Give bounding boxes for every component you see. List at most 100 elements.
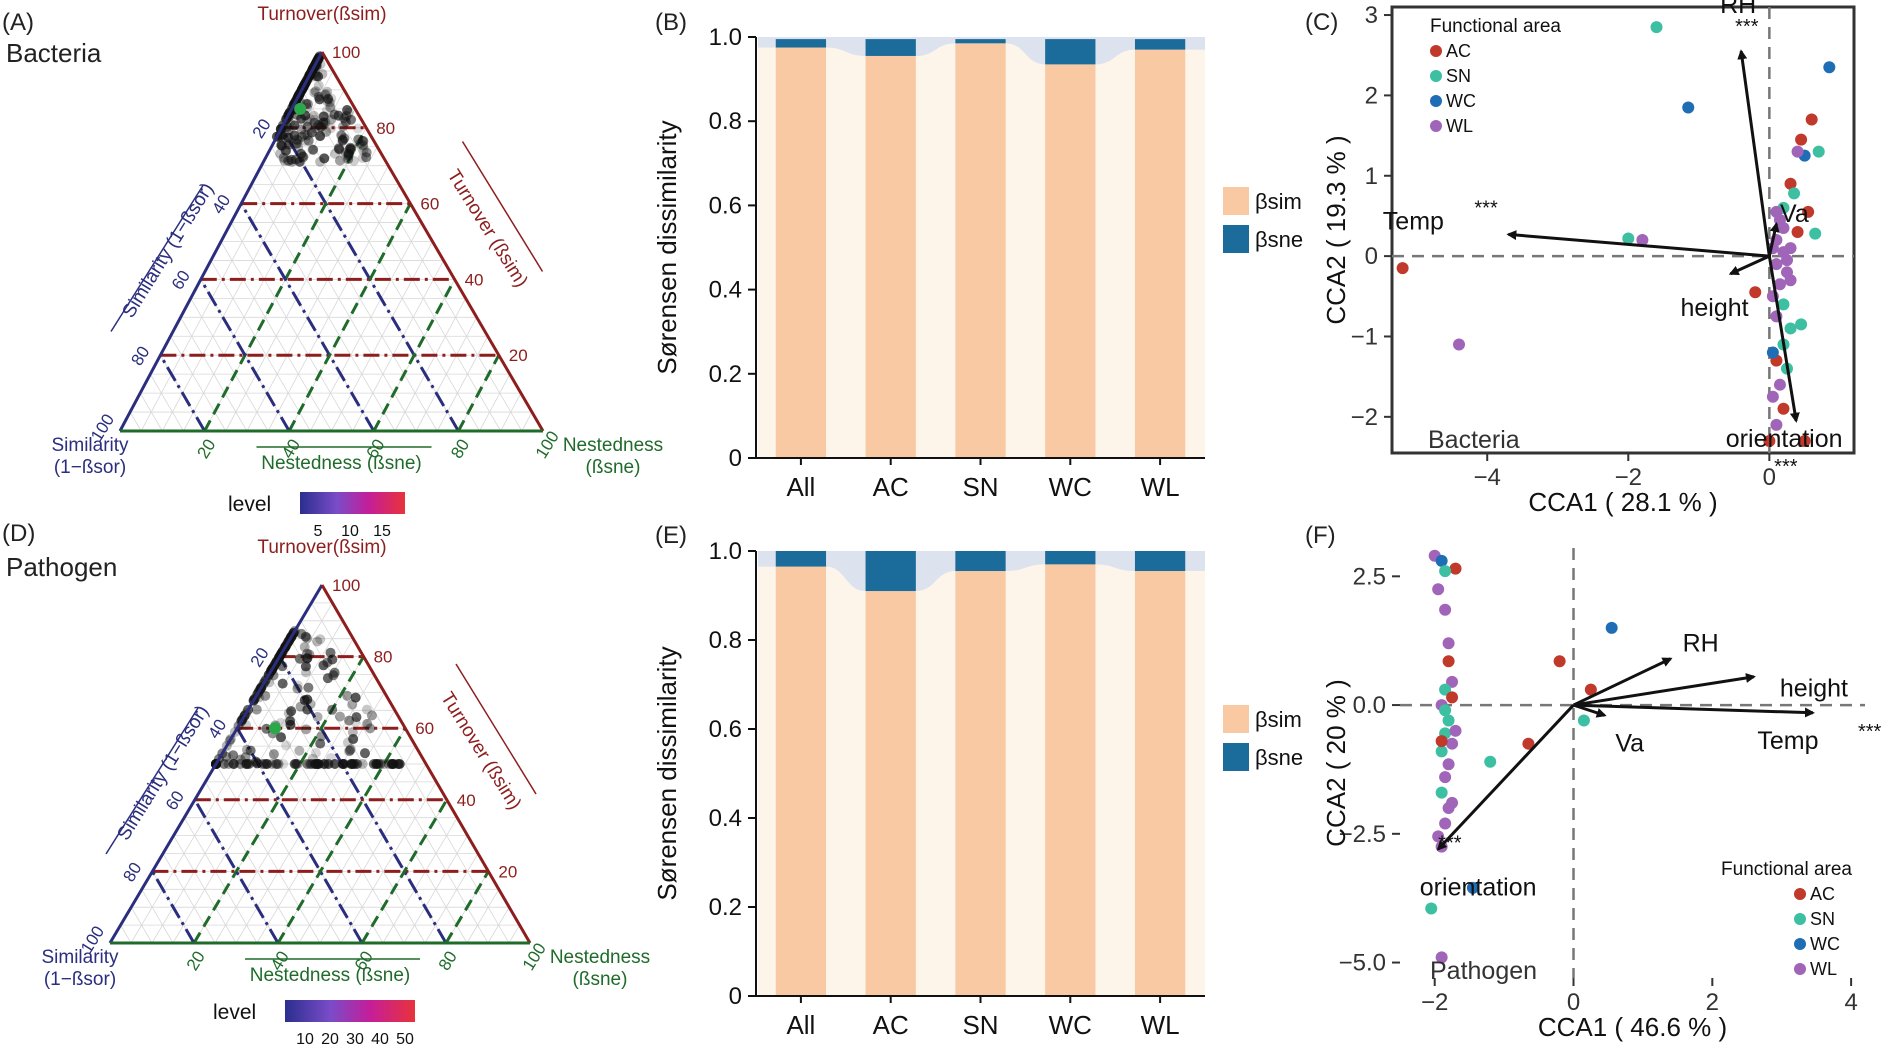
sample-point <box>327 704 338 715</box>
level-tick: 50 <box>396 1031 414 1048</box>
sample-point-wl <box>1453 338 1466 351</box>
x-tick-label: −4 <box>1474 464 1501 491</box>
sample-point <box>350 692 361 703</box>
legend-label-ac: AC <box>1810 884 1835 904</box>
arrow-label-temp: Temp <box>1757 727 1818 755</box>
env-arrow-rh <box>1737 49 1771 257</box>
sample-point <box>325 102 336 113</box>
bar-bsne <box>1134 39 1186 50</box>
level-tick: 10 <box>296 1031 314 1048</box>
x-tick-label: −2 <box>1615 464 1642 491</box>
x-tick-label: −2 <box>1421 989 1448 1016</box>
env-arrow-va <box>1573 703 1607 718</box>
similarity-gridline <box>193 799 280 944</box>
sample-point <box>351 712 362 723</box>
turnover-axis <box>320 51 545 432</box>
sample-point <box>342 690 353 701</box>
sample-point <box>309 759 320 769</box>
nestedness-gridline <box>276 727 407 944</box>
grid-line <box>180 317 248 432</box>
sample-point-wl <box>1435 951 1448 964</box>
sample-point <box>357 759 368 769</box>
sample-point-wl <box>1777 221 1790 234</box>
grid-line <box>309 222 422 432</box>
legend-label-wc: WC <box>1810 934 1840 954</box>
x-tick-label: 0 <box>1763 464 1776 491</box>
x-tick-label: AC <box>873 1010 909 1040</box>
grid-line <box>352 260 444 432</box>
sample-point-ac <box>1442 655 1455 668</box>
sample-point <box>303 135 314 146</box>
sample-point <box>346 144 357 155</box>
bar-bsne <box>955 551 1006 572</box>
sample-point <box>293 141 304 152</box>
sample-point <box>310 86 321 97</box>
turnover-tick: 80 <box>376 119 395 138</box>
arrow-label-rh: RH <box>1720 0 1756 19</box>
nestedness-gridline <box>372 278 456 432</box>
ternary-plot-bacteria: (A)Bacteria20202040404060606080808010010… <box>2 4 663 540</box>
level-tick: 5 <box>314 523 323 540</box>
sample-point <box>335 711 346 722</box>
grid-line <box>521 411 533 432</box>
y-tick-label: 1.0 <box>709 24 742 51</box>
sample-point-wl <box>1446 796 1459 809</box>
turnover-axis-title: Turnover (ßsim) <box>436 689 525 814</box>
x-tick-label: WC <box>1049 1010 1092 1040</box>
sample-point <box>276 732 287 743</box>
sample-point-wl <box>1766 390 1779 403</box>
legend-dot-wc <box>1430 95 1442 107</box>
turnover-axis <box>320 584 532 944</box>
sample-point <box>283 125 294 136</box>
grid-line <box>394 298 467 432</box>
similarity-axis <box>118 51 324 432</box>
nestedness-gridline <box>457 354 501 432</box>
light-grid <box>120 602 520 944</box>
sample-point-ac <box>1584 683 1597 696</box>
sample-point <box>344 144 355 155</box>
grid-line <box>268 674 426 944</box>
sample-point <box>289 759 300 769</box>
sample-point-ac <box>1784 177 1797 190</box>
similarity-tick: 80 <box>119 859 145 885</box>
sample-point <box>310 747 321 758</box>
x-tick-label: All <box>786 1010 815 1040</box>
sample-point <box>338 759 349 769</box>
arrow-significance: *** <box>1474 197 1498 219</box>
bar-bsne <box>865 39 916 56</box>
sample-point <box>245 745 256 756</box>
sample-point-sn <box>1809 227 1822 240</box>
turnover-tick: 20 <box>509 346 528 365</box>
y-axis-title: CCA2 ( 20 % ) <box>1321 679 1351 847</box>
sample-point <box>313 91 324 102</box>
sample-point <box>312 711 323 722</box>
left-corner-label-1: Similarity <box>51 435 129 456</box>
grid-line <box>271 146 438 432</box>
y-tick-label: 0.6 <box>709 716 742 743</box>
sample-point <box>313 80 324 91</box>
arrow-label-va: Va <box>1615 729 1644 757</box>
y-tick-label: 0.6 <box>709 192 742 219</box>
legend-dot-wl <box>1430 120 1442 132</box>
y-tick-label: −2 <box>1351 404 1378 431</box>
sample-point <box>352 759 363 769</box>
level-tick: 10 <box>341 523 359 540</box>
sample-point <box>268 749 279 760</box>
legend-label-ac: AC <box>1446 41 1471 61</box>
legend-label-bsim: βsim <box>1255 707 1302 732</box>
bar-bsim <box>775 566 827 996</box>
grid-line <box>382 817 458 944</box>
sample-point <box>252 758 263 769</box>
sample-point <box>302 653 313 664</box>
sample-point <box>343 107 354 118</box>
cca-plot-bacteria: (C)RH***Temp ***heightVaorientation***−4−… <box>1305 0 1856 517</box>
grid-line <box>225 146 378 432</box>
env-arrow-orientation <box>1767 255 1800 423</box>
grid-line <box>141 889 174 944</box>
sample-point <box>317 68 328 79</box>
bar-bsne <box>775 39 827 48</box>
y-tick-label: 2 <box>1365 82 1378 109</box>
sample-point <box>302 704 313 715</box>
sample-point <box>296 628 307 639</box>
env-arrow-height <box>1728 254 1770 276</box>
